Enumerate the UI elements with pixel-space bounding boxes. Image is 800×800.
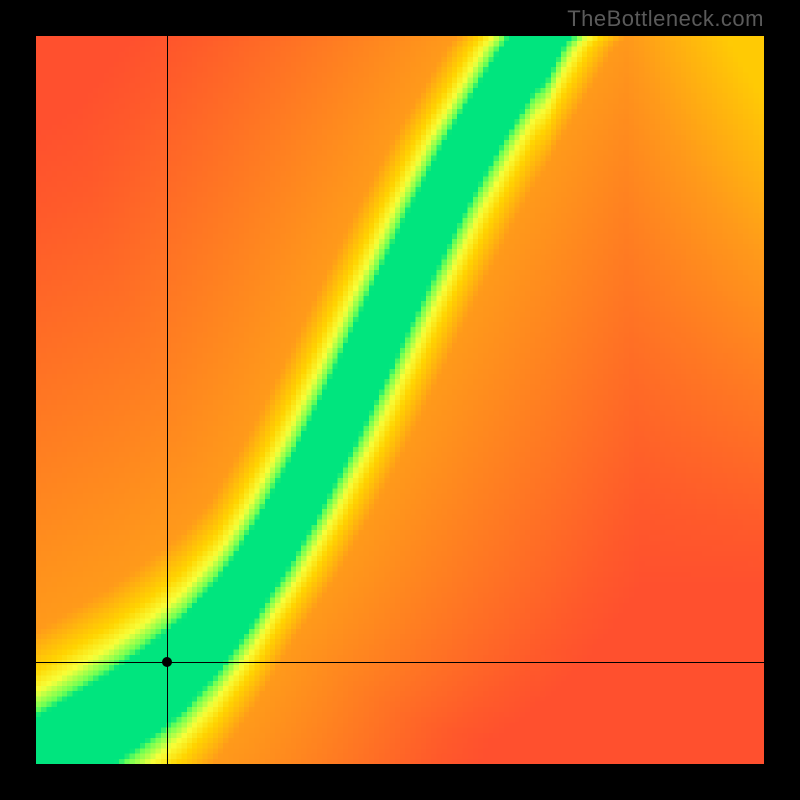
- bottleneck-heatmap: [36, 36, 764, 764]
- crosshair-horizontal: [36, 662, 764, 663]
- heatmap-plot-area: [36, 36, 764, 764]
- selection-marker-dot: [162, 657, 172, 667]
- watermark-text: TheBottleneck.com: [567, 6, 764, 32]
- crosshair-vertical: [167, 36, 168, 764]
